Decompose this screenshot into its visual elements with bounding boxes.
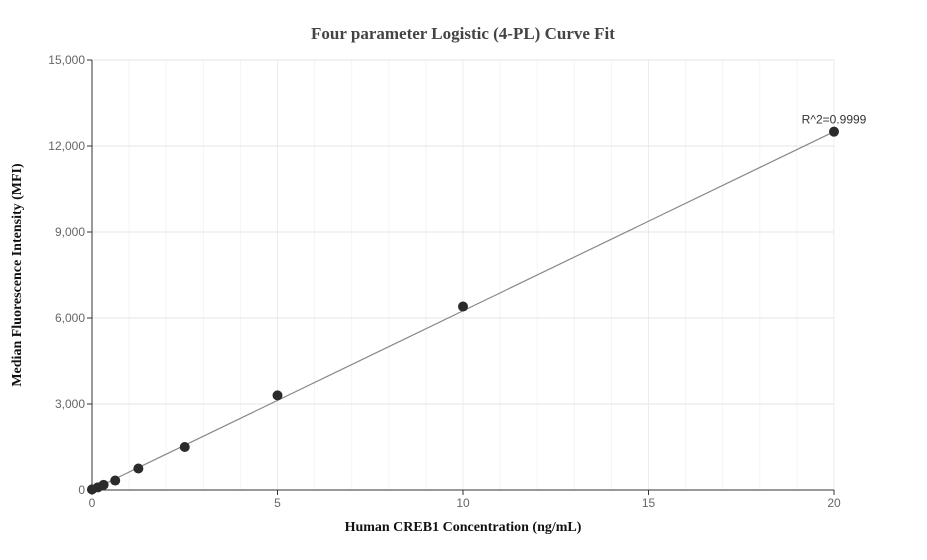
r-squared-annotation: R^2=0.9999 bbox=[802, 113, 867, 127]
data-point bbox=[272, 390, 283, 401]
data-point bbox=[829, 126, 839, 137]
y-axis-title: Median Fluorescence Intensity (MFI) bbox=[10, 163, 25, 387]
y-tick-label: 15,000 bbox=[48, 53, 85, 67]
y-tick-label: 9,000 bbox=[55, 225, 85, 239]
data-point bbox=[133, 463, 144, 474]
data-point bbox=[458, 301, 468, 312]
y-tick-label: 6,000 bbox=[55, 311, 85, 325]
x-tick-label: 5 bbox=[274, 496, 281, 510]
annotations: R^2=0.9999 bbox=[802, 113, 867, 127]
chart-title: Four parameter Logistic (4-PL) Curve Fit bbox=[311, 24, 615, 43]
x-tick-label: 0 bbox=[89, 496, 96, 510]
y-tick-label: 0 bbox=[78, 483, 85, 497]
x-tick-label: 20 bbox=[827, 496, 841, 510]
x-tick-label: 15 bbox=[642, 496, 656, 510]
grid bbox=[91, 59, 835, 491]
data-point bbox=[98, 479, 109, 490]
x-axis-title: Human CREB1 Concentration (ng/mL) bbox=[345, 520, 582, 535]
data-point bbox=[179, 442, 190, 452]
data-points bbox=[87, 126, 839, 495]
y-tick-label: 3,000 bbox=[55, 397, 85, 411]
y-tick-labels: 0 3,000 6,000 9,000 12,000 15,000 bbox=[48, 53, 92, 497]
x-tick-labels: 0 5 10 15 20 bbox=[89, 490, 841, 510]
data-point bbox=[110, 475, 121, 486]
y-tick-label: 12,000 bbox=[48, 139, 85, 153]
x-tick-label: 10 bbox=[456, 496, 470, 510]
